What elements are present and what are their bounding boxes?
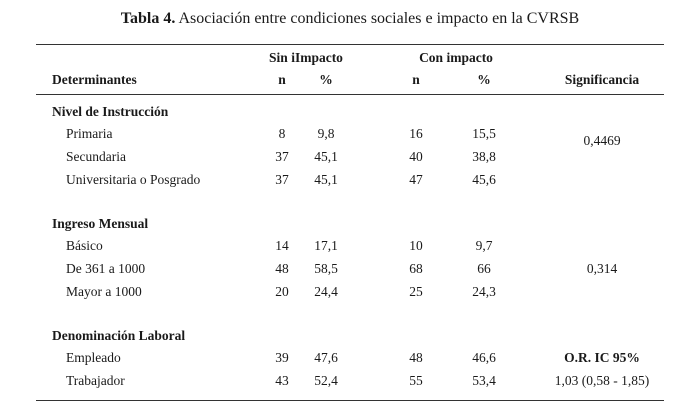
- header-determinantes: Determinantes: [52, 72, 137, 87]
- row-label: Universitaria o Posgrado: [66, 172, 201, 187]
- caption-text: Asociación entre condiciones sociales e …: [178, 10, 580, 27]
- cell-n-con: 25: [409, 284, 423, 299]
- cell-n-con: 40: [409, 149, 423, 164]
- row-label: Empleado: [66, 350, 121, 365]
- row-label: Mayor a 1000: [66, 284, 142, 299]
- cell-n-sin: 14: [275, 238, 289, 253]
- row-label: Secundaria: [66, 149, 126, 164]
- cell-pct-sin: 58,5: [314, 261, 338, 276]
- header-rule: [36, 94, 664, 95]
- top-rule: [36, 44, 664, 45]
- cell-n-con: 10: [409, 238, 423, 253]
- header-n-sin: n: [278, 72, 286, 87]
- cell-n-sin: 37: [275, 149, 289, 164]
- cell-pct-sin: 24,4: [314, 284, 338, 299]
- header-pct-sin: %: [319, 72, 333, 87]
- cell-pct-con: 38,8: [472, 149, 496, 164]
- cell-n-con: 16: [409, 126, 423, 141]
- cell-pct-con: 46,6: [472, 350, 496, 365]
- significance-head: O.R. IC 95%: [564, 350, 640, 365]
- cell-n-con: 48: [409, 350, 423, 365]
- cell-pct-con: 15,5: [472, 126, 496, 141]
- cell-pct-sin: 45,1: [314, 172, 338, 187]
- cell-n-sin: 39: [275, 350, 289, 365]
- header-con-impacto: Con impacto: [419, 50, 493, 65]
- cell-n-sin: 8: [278, 126, 286, 141]
- row-label: Trabajador: [66, 373, 125, 388]
- cell-n-sin: 20: [275, 284, 289, 299]
- row-label: De 361 a 1000: [66, 261, 146, 276]
- header-pct-con: %: [477, 72, 491, 87]
- cell-n-sin: 43: [275, 373, 289, 388]
- cell-pct-con: 9,7: [475, 238, 493, 253]
- cell-pct-sin: 47,6: [314, 350, 338, 365]
- caption-label: Tabla 4.: [120, 10, 176, 27]
- cell-pct-con: 45,6: [472, 172, 496, 187]
- cell-pct-con: 24,3: [472, 284, 496, 299]
- significance-value: 0,4469: [583, 133, 621, 148]
- bottom-rule: [36, 400, 664, 401]
- cell-n-con: 55: [409, 373, 423, 388]
- row-label: Primaria: [66, 126, 113, 141]
- section-title: Ingreso Mensual: [52, 216, 149, 231]
- table-caption: Tabla 4. Asociación entre condiciones so…: [0, 10, 700, 28]
- cell-n-sin: 48: [275, 261, 289, 276]
- row-label: Básico: [66, 238, 103, 253]
- section-title: Denominación Laboral: [52, 328, 186, 343]
- cell-n-sin: 37: [275, 172, 289, 187]
- header-sin-impacto: Sin iImpacto: [269, 50, 343, 65]
- header-n-con: n: [412, 72, 420, 87]
- cell-n-con: 68: [409, 261, 423, 276]
- cell-n-con: 47: [409, 172, 423, 187]
- significance-value: 1,03 (0,58 - 1,85): [554, 373, 650, 388]
- significance-value: 0,314: [586, 261, 618, 276]
- cell-pct-sin: 9,8: [317, 126, 335, 141]
- header-significancia: Significancia: [564, 72, 640, 87]
- cell-pct-sin: 45,1: [314, 149, 338, 164]
- section-title: Nivel de Instrucción: [52, 104, 169, 119]
- cell-pct-sin: 52,4: [314, 373, 338, 388]
- cell-pct-con: 53,4: [472, 373, 496, 388]
- cell-pct-sin: 17,1: [314, 238, 338, 253]
- cell-pct-con: 66: [477, 261, 491, 276]
